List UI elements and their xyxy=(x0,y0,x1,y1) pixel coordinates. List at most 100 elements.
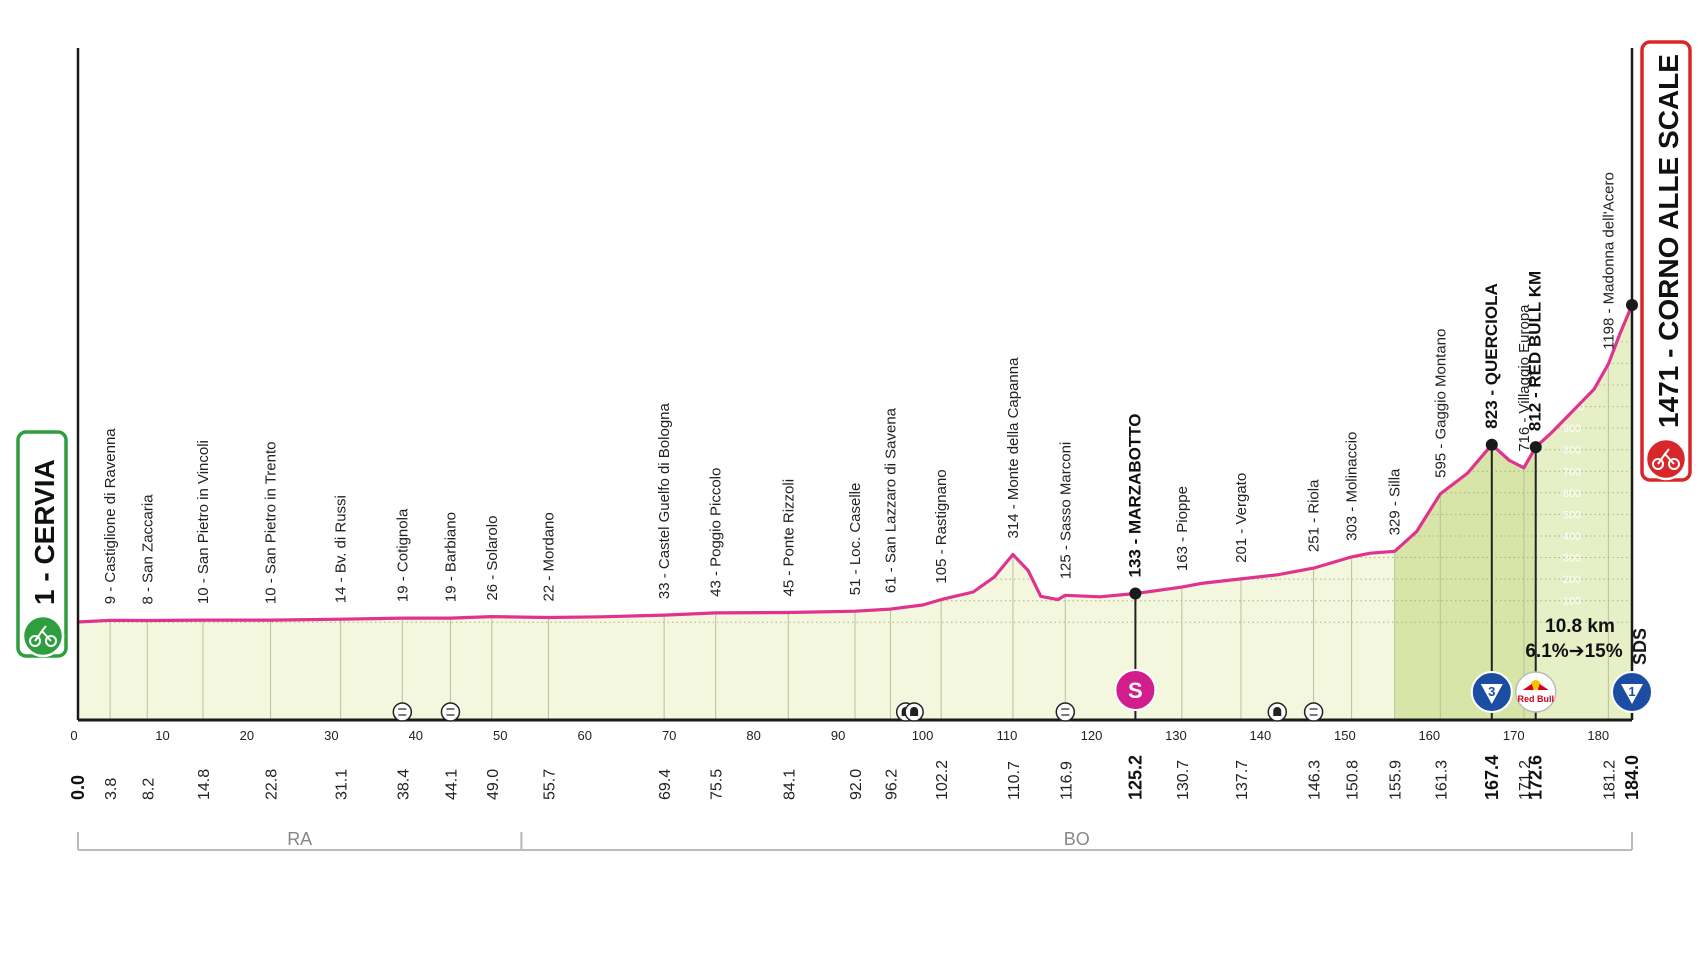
climb-scale-label: 1300 xyxy=(1560,337,1584,349)
key-point-dot xyxy=(1485,438,1498,451)
waypoint-label: 1198 - Madonna dell'Acero xyxy=(1600,172,1617,350)
km-label: 3.8 xyxy=(103,778,120,800)
axis-tick-label: 60 xyxy=(578,728,592,743)
start-cyclist-wheel-left xyxy=(29,635,41,647)
km-label: 130.7 xyxy=(1175,760,1192,800)
key-point-dot xyxy=(1129,587,1142,600)
finish-cyclist-wheel-left xyxy=(1652,458,1664,470)
km-label: 84.1 xyxy=(781,769,798,800)
climb-scale-label: 200 xyxy=(1563,574,1581,586)
km-label: 184.0 xyxy=(1622,755,1642,800)
red-bull-bull-right xyxy=(1537,684,1549,690)
km-label: 137.7 xyxy=(1234,760,1251,800)
axis-tick-label: 90 xyxy=(831,728,845,743)
final-climb-gradient: 6.1%➔15% xyxy=(1525,641,1622,662)
sprint-badge xyxy=(1114,669,1157,711)
key-point-dot xyxy=(1529,441,1542,454)
km-label: 171.2 xyxy=(1517,760,1534,800)
km-label: 161.3 xyxy=(1433,760,1450,800)
waypoint-label: 133 - MARZABOTTO xyxy=(1125,413,1144,577)
axis-tick-label: 30 xyxy=(324,728,338,743)
waypoint-label: 8 - San Zaccaria xyxy=(139,494,156,605)
km-label: 167.4 xyxy=(1482,755,1502,800)
km-label: 14.8 xyxy=(196,769,213,800)
km-label: 38.4 xyxy=(395,769,412,800)
axis-tick-label: 40 xyxy=(409,728,423,743)
km-label: 155.9 xyxy=(1388,760,1405,800)
km-label: 110.7 xyxy=(1006,761,1023,800)
waypoint-label: 19 - Barbiano xyxy=(443,512,460,602)
waypoint-label: 9 - Castiglione di Ravenna xyxy=(102,428,119,605)
waypoint-label: 33 - Castel Guelfo di Bologna xyxy=(656,402,673,599)
km-label: 8.2 xyxy=(140,778,157,800)
km-label: 181.2 xyxy=(1601,760,1618,800)
km-label: 92.0 xyxy=(848,769,865,800)
kom-badge-cat1-shape xyxy=(1621,684,1643,704)
km-label: 150.8 xyxy=(1345,760,1362,800)
profile-line xyxy=(77,304,1634,624)
finish-cyclist-badge xyxy=(1644,437,1688,481)
km-label: 75.5 xyxy=(709,769,726,800)
axis-tick-label: 180 xyxy=(1587,728,1609,743)
red-bull-sun xyxy=(1530,680,1541,690)
waypoint-label: 163 - Pioppe xyxy=(1174,486,1191,571)
level-crossing-icon xyxy=(1303,702,1324,722)
finish-box: 1471 - CORNO ALLE SCALE xyxy=(1640,40,1692,482)
start-box: 1 - CERVIA xyxy=(16,430,68,658)
waypoint-label: 314 - Monte della Capanna xyxy=(1005,357,1022,539)
waypoint-label: 303 - Molinaccio xyxy=(1344,432,1361,541)
climb-scale-label: 300 xyxy=(1563,553,1581,565)
province-label: RA xyxy=(287,829,312,849)
km-label: 69.4 xyxy=(657,769,674,800)
km-label: 146.3 xyxy=(1307,760,1324,800)
axis-tick-label: 160 xyxy=(1418,728,1440,743)
km-label: 31.1 xyxy=(334,769,351,800)
start-cyclist-frame xyxy=(34,625,52,642)
final-climb-length: 10.8 km xyxy=(1545,616,1615,637)
axis-tick-label: 170 xyxy=(1503,728,1525,743)
level-crossing-icon xyxy=(440,702,461,722)
axis-tick-label: 80 xyxy=(746,728,760,743)
climb-scale-label: 600 xyxy=(1563,488,1581,500)
axis-tick-label: 0 xyxy=(70,728,77,743)
profile-area xyxy=(78,305,1632,720)
waypoint-label: 22 - Mordano xyxy=(540,512,557,601)
red-bull-bull-left xyxy=(1522,684,1534,690)
waypoint-label: 61 - San Lazzaro di Savena xyxy=(883,407,900,593)
sprint-badge-label: S xyxy=(1128,678,1143,703)
axis-tick-label: 20 xyxy=(240,728,254,743)
climb-scale-label: 800 xyxy=(1563,445,1581,457)
waypoint-label: 51 - Loc. Caselle xyxy=(847,483,864,596)
kom-badge-cat3-label: 3 xyxy=(1488,684,1495,699)
km-label: 116.9 xyxy=(1058,761,1075,800)
kom-badge-cat3-shape xyxy=(1480,684,1503,704)
km-label: 44.1 xyxy=(444,769,461,800)
tunnel-icon-arch xyxy=(1273,707,1282,716)
start-label: 1 - CERVIA xyxy=(29,459,60,605)
climb-scale-label: 400 xyxy=(1563,531,1581,543)
km-label: 49.0 xyxy=(485,769,502,800)
axis-tick-label: 120 xyxy=(1081,728,1103,743)
waypoint-label: 823 - QUERCIOLA xyxy=(1482,283,1501,428)
waypoint-label: 45 - Ponte Rizzoli xyxy=(780,479,797,597)
climb-scale-label: 100 xyxy=(1563,596,1581,608)
km-label: 172.6 xyxy=(1526,755,1546,800)
waypoint-label: 329 - Silla xyxy=(1387,468,1404,535)
level-crossing-icon xyxy=(1055,702,1076,722)
level-crossing-icon xyxy=(392,702,413,722)
waypoint-label: 716 - Villaggio Europa xyxy=(1516,304,1533,452)
axis-tick-label: 100 xyxy=(912,728,934,743)
waypoint-label: 595 - Gaggio Montano xyxy=(1432,329,1449,478)
finish-cyclist-frame xyxy=(1657,448,1675,465)
axis-tick-label: 10 xyxy=(155,728,169,743)
waypoint-label: 251 - Riola xyxy=(1306,479,1323,552)
province-label: BO xyxy=(1064,829,1090,849)
axis-tick-label: 150 xyxy=(1334,728,1356,743)
finish-cyclist-wheel-right xyxy=(1668,458,1680,470)
red-bull-badge xyxy=(1514,671,1557,713)
waypoint-label: 14 - Bv. di Russi xyxy=(333,495,350,603)
climb-scale-label: 500 xyxy=(1563,509,1581,521)
km-label: 102.2 xyxy=(934,760,951,800)
climb-scale-label: 900 xyxy=(1563,423,1581,435)
